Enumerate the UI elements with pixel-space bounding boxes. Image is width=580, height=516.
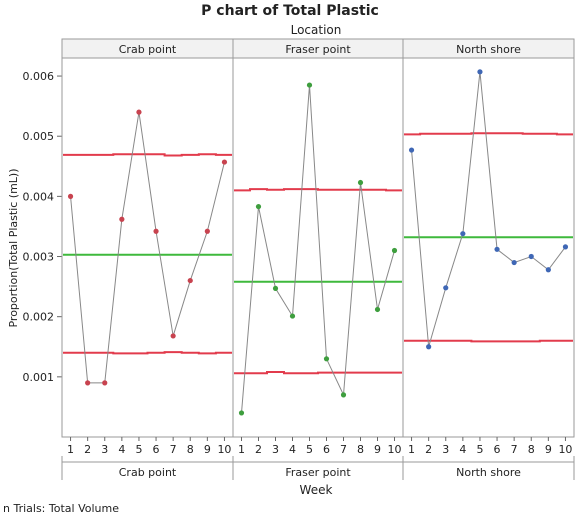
x-axis-label: Week [300, 483, 333, 497]
data-point [426, 344, 432, 350]
chart-title: P chart of Total Plastic [201, 3, 379, 19]
x-tick-label: 6 [153, 443, 160, 456]
data-point [306, 82, 313, 88]
data-point [374, 306, 381, 313]
x-tick-label: 1 [238, 443, 245, 456]
data-point [528, 253, 534, 260]
y-axis-label: Proportion(Total Plastic (mL)) [7, 168, 20, 327]
data-point [187, 277, 193, 284]
series-line [241, 85, 395, 413]
x-tick-label: 9 [545, 443, 552, 456]
y-tick-label: 0.006 [23, 70, 55, 83]
group-strip-2: Fraser point [232, 456, 404, 480]
y-tick-label: 0.001 [23, 371, 55, 384]
x-tick-label: 6 [323, 443, 330, 456]
data-point [340, 392, 347, 398]
x-tick-label: 2 [84, 443, 91, 456]
panel-frame [402, 57, 575, 438]
series-line [70, 112, 225, 384]
group-strip-3: North shore [402, 456, 575, 480]
x-tick-label: 7 [170, 443, 177, 456]
x-tick-label: 9 [204, 443, 211, 456]
x-tick-label: 3 [101, 443, 108, 456]
x-tick-label: 8 [528, 443, 535, 456]
bottom-strip: Crab point Fraser point North shore [61, 456, 575, 480]
series-line [411, 71, 566, 347]
x-tick-label: 1 [67, 443, 74, 456]
x-tick-label: 2 [425, 443, 432, 456]
x-tick-label: 5 [135, 443, 142, 456]
x-tick-label: 7 [340, 443, 347, 456]
data-point [170, 333, 176, 339]
x-tick-label: 4 [118, 443, 125, 456]
x-tick-label: 5 [306, 443, 313, 456]
data-point [391, 247, 398, 254]
lcl-line [404, 339, 573, 343]
data-point [204, 228, 210, 234]
y-axis: 0.001 0.002 0.003 0.004 0.005 0.006 [23, 58, 63, 437]
x-tick-label: 8 [187, 443, 194, 456]
ucl-line [404, 132, 573, 136]
panel-2: Fraser point 1 2 3 4 5 6 7 8 9 10 [232, 38, 404, 456]
panel-header-label: North shore [456, 43, 521, 56]
panel-3: North shore 1 2 3 4 5 6 7 8 9 10 [402, 38, 575, 456]
x-tick-label: 5 [476, 443, 483, 456]
x-tick-label: 9 [374, 443, 381, 456]
y-tick-label: 0.005 [23, 130, 55, 143]
x-tick-label: 10 [217, 443, 231, 456]
group-label: Location [291, 23, 342, 37]
y-tick-label: 0.003 [23, 251, 55, 264]
data-point [477, 69, 483, 75]
x-tick-label: 8 [357, 443, 364, 456]
panel-header-label: Crab point [119, 43, 177, 56]
x-tick-label: 10 [558, 443, 572, 456]
data-point [119, 216, 125, 222]
group-label: Crab point [119, 466, 177, 479]
x-tick-label: 10 [388, 443, 402, 456]
x-tick-label: 2 [255, 443, 262, 456]
data-point [289, 313, 296, 319]
data-point [102, 380, 108, 386]
data-point [221, 159, 228, 165]
data-point [545, 267, 551, 273]
y-tick-label: 0.002 [23, 311, 55, 324]
data-point [67, 193, 74, 199]
group-label: Fraser point [285, 466, 351, 479]
group-strip-1: Crab point [61, 456, 234, 480]
x-tick-label: 6 [494, 443, 501, 456]
data-point [357, 179, 364, 186]
x-tick-label: 7 [511, 443, 518, 456]
x-tick-label: 1 [408, 443, 415, 456]
footnote: n Trials: Total Volume [3, 502, 119, 515]
data-point [136, 109, 142, 115]
x-tick-label: 3 [442, 443, 449, 456]
data-point [443, 285, 449, 291]
panel-frame [61, 57, 234, 438]
ucl-line [63, 153, 232, 157]
x-tick-label: 4 [459, 443, 466, 456]
data-point [153, 228, 159, 234]
data-point [255, 203, 262, 210]
y-tick-label: 0.004 [23, 190, 55, 203]
ucl-line [234, 188, 402, 192]
data-point [408, 147, 415, 153]
data-point [511, 259, 517, 266]
data-point [238, 410, 245, 416]
data-point [85, 380, 91, 386]
data-point [562, 244, 569, 250]
x-tick-label: 4 [289, 443, 296, 456]
panel-frame [232, 57, 404, 438]
data-point [460, 231, 466, 237]
data-point [323, 356, 330, 362]
x-tick-label: 3 [272, 443, 279, 456]
data-point [272, 285, 279, 292]
lcl-line [234, 371, 402, 375]
data-point [494, 246, 500, 252]
panel-header-label: Fraser point [285, 43, 351, 56]
group-label: North shore [456, 466, 521, 479]
panel-1: Crab point 1 2 3 4 5 6 7 8 9 10 [61, 38, 234, 456]
